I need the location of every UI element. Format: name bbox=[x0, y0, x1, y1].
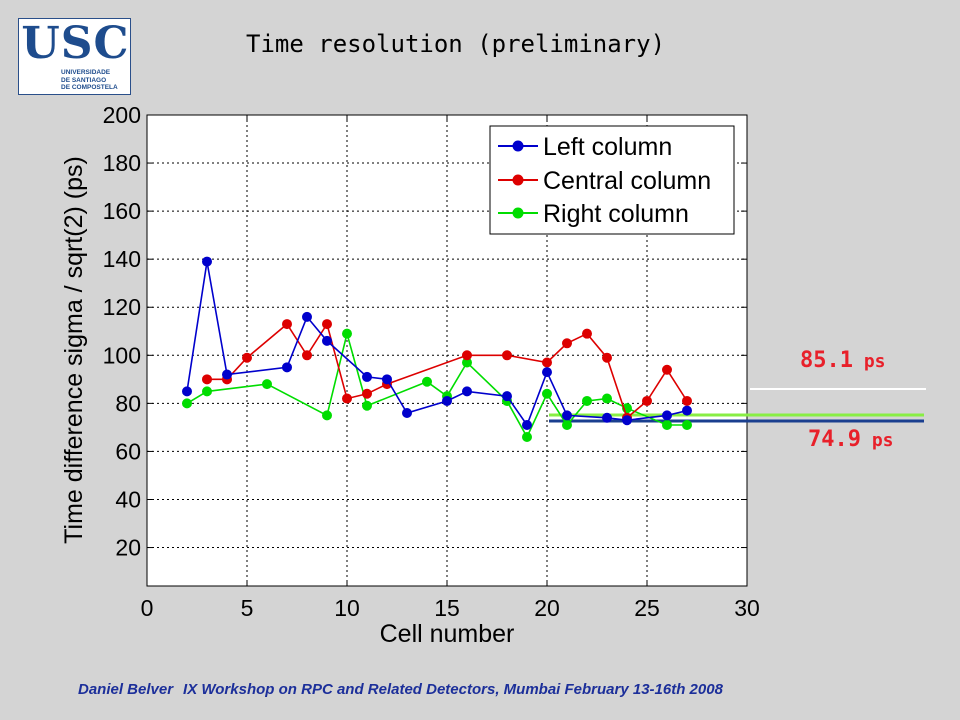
x-tick-label: 10 bbox=[334, 595, 360, 621]
data-point-right-column bbox=[182, 398, 192, 409]
logo-subtitle: UNIVERSIDADE DE SANTIAGO DE COMPOSTELA bbox=[61, 69, 131, 92]
annotation-value: 85.1 bbox=[800, 348, 853, 373]
data-point-right-column bbox=[602, 393, 612, 404]
data-point-left-column bbox=[302, 311, 312, 322]
data-point-right-column bbox=[662, 419, 672, 430]
data-point-left-column bbox=[202, 256, 212, 267]
y-tick-label: 20 bbox=[115, 535, 141, 561]
y-tick-label: 200 bbox=[103, 102, 141, 128]
footer: Daniel Belver IX Workshop on RPC and Rela… bbox=[78, 681, 723, 698]
footer-event: IX Workshop on RPC and Related Detectors… bbox=[183, 681, 723, 698]
data-point-left-column bbox=[382, 374, 392, 385]
slide-title: Time resolution (preliminary) bbox=[246, 30, 666, 58]
data-point-central-column bbox=[342, 393, 352, 404]
legend-label-right: Right column bbox=[543, 200, 689, 228]
data-point-left-column bbox=[662, 410, 672, 421]
data-point-left-column bbox=[522, 419, 532, 430]
legend-marker-left bbox=[512, 140, 524, 152]
data-point-central-column bbox=[242, 352, 252, 363]
y-tick-label: 60 bbox=[115, 438, 141, 464]
data-point-central-column bbox=[682, 395, 692, 406]
data-point-central-column bbox=[602, 352, 612, 363]
data-point-right-column bbox=[362, 400, 372, 411]
data-point-central-column bbox=[202, 374, 212, 385]
data-point-left-column bbox=[602, 412, 612, 423]
x-tick-label: 5 bbox=[241, 595, 254, 621]
usc-logo: USC UNIVERSIDADE DE SANTIAGO DE COMPOSTE… bbox=[18, 18, 131, 95]
data-point-left-column bbox=[682, 405, 692, 416]
x-axis-label: Cell number bbox=[380, 620, 515, 648]
x-tick-label: 0 bbox=[141, 595, 154, 621]
legend-marker-right bbox=[512, 207, 524, 219]
average-lines bbox=[549, 388, 926, 423]
legend-marker-central bbox=[512, 174, 524, 186]
data-point-left-column bbox=[362, 371, 372, 382]
logo-line: DE SANTIAGO bbox=[61, 76, 107, 84]
data-point-right-column bbox=[202, 386, 212, 397]
data-point-left-column bbox=[442, 395, 452, 406]
data-point-central-column bbox=[302, 350, 312, 361]
y-axis-label: Time difference sigma / sqrt(2) (ps) bbox=[60, 156, 88, 544]
footer-author: Daniel Belver bbox=[78, 681, 174, 698]
x-tick-label: 15 bbox=[434, 595, 460, 621]
data-point-right-column bbox=[322, 410, 332, 421]
data-point-right-column bbox=[562, 419, 572, 430]
data-point-left-column bbox=[622, 415, 632, 426]
data-point-left-column bbox=[502, 391, 512, 402]
data-point-central-column bbox=[362, 388, 372, 399]
y-tick-label: 100 bbox=[103, 342, 141, 368]
data-point-right-column bbox=[422, 376, 432, 387]
data-point-left-column bbox=[462, 386, 472, 397]
data-point-central-column bbox=[282, 319, 292, 330]
data-point-central-column bbox=[502, 350, 512, 361]
y-tick-label: 160 bbox=[103, 198, 141, 224]
data-point-left-column bbox=[402, 407, 412, 418]
legend-label-central: Central column bbox=[543, 167, 711, 195]
data-point-left-column bbox=[182, 386, 192, 397]
data-point-right-column bbox=[522, 432, 532, 443]
legend: Left column Central column Right column bbox=[489, 125, 735, 235]
data-point-central-column bbox=[542, 357, 552, 368]
data-point-left-column bbox=[542, 367, 552, 378]
data-point-central-column bbox=[462, 350, 472, 361]
data-point-central-column bbox=[642, 395, 652, 406]
x-tick-label: 25 bbox=[634, 595, 660, 621]
axis-ticks bbox=[146, 114, 748, 586]
y-tick-label: 120 bbox=[103, 294, 141, 320]
data-point-right-column bbox=[682, 419, 692, 430]
annotation-85-1: 85.1 ps bbox=[800, 348, 886, 373]
y-tick-label: 80 bbox=[115, 390, 141, 416]
y-tick-label: 40 bbox=[115, 486, 141, 512]
tick-labels: 0 5 10 15 20 25 30 20 40 60 80 100 120 140 160 180 200 bbox=[103, 102, 760, 621]
data-point-left-column bbox=[322, 335, 332, 346]
data-point-left-column bbox=[562, 410, 572, 421]
logo-letters: USC bbox=[21, 18, 130, 69]
annotation-value: 74.9 bbox=[808, 427, 861, 452]
data-point-left-column bbox=[222, 369, 232, 380]
data-point-right-column bbox=[262, 379, 272, 390]
annotation-74-9: 74.9 ps bbox=[808, 427, 894, 452]
data-point-central-column bbox=[662, 364, 672, 375]
logo-line: DE COMPOSTELA bbox=[61, 84, 118, 91]
data-point-right-column bbox=[582, 395, 592, 406]
annotation-unit: ps bbox=[861, 430, 894, 451]
y-tick-label: 140 bbox=[103, 246, 141, 272]
logo-line: UNIVERSIDADE bbox=[61, 69, 111, 76]
series-layer bbox=[182, 256, 692, 443]
data-point-central-column bbox=[562, 338, 572, 349]
x-tick-label: 30 bbox=[734, 595, 760, 621]
data-point-right-column bbox=[542, 388, 552, 399]
legend-label-left: Left column bbox=[543, 133, 672, 161]
x-tick-label: 20 bbox=[534, 595, 560, 621]
data-point-left-column bbox=[282, 362, 292, 373]
data-point-central-column bbox=[582, 328, 592, 339]
series-right-column bbox=[182, 328, 692, 443]
annotation-unit: ps bbox=[853, 351, 886, 372]
series-left-column bbox=[182, 256, 692, 430]
y-tick-label: 180 bbox=[103, 150, 141, 176]
data-point-central-column bbox=[322, 319, 332, 330]
data-point-right-column bbox=[342, 328, 352, 339]
